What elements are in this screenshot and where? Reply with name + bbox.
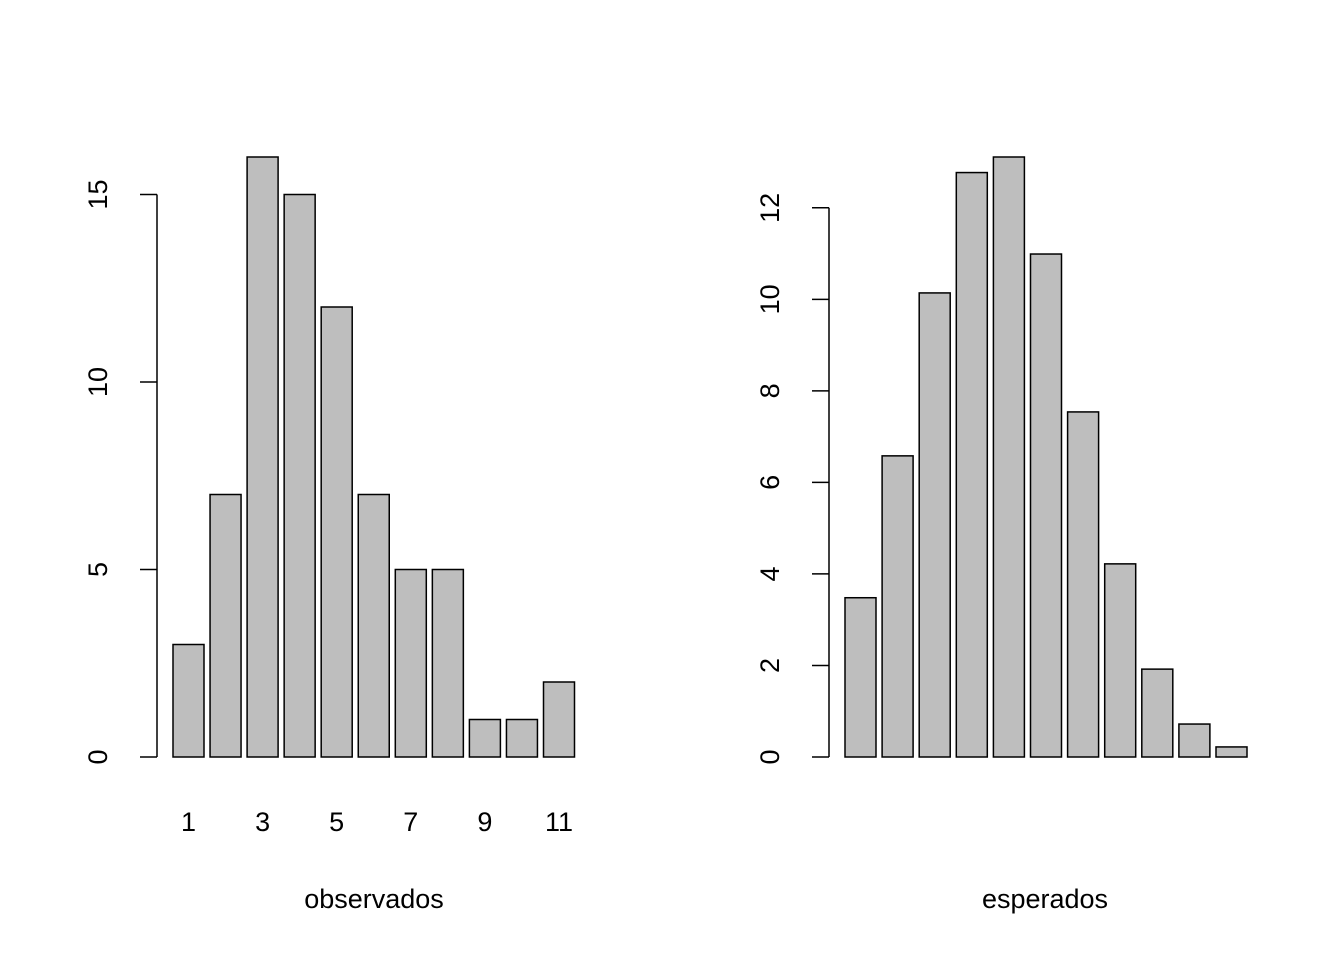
x-tick-label: 1	[181, 807, 196, 837]
x-tick-label: 9	[477, 807, 492, 837]
bar	[320, 306, 353, 758]
y-tick-label: 8	[755, 383, 785, 398]
y-tick-label: 10	[83, 367, 113, 397]
bar	[1141, 668, 1174, 758]
bar	[1066, 411, 1100, 758]
y-tick-label: 2	[755, 658, 785, 673]
y-tick-label: 15	[83, 179, 113, 209]
bar	[246, 156, 279, 758]
x-tick-label: 3	[255, 807, 270, 837]
bar	[209, 493, 242, 758]
bar	[992, 156, 1026, 758]
bar	[1029, 253, 1063, 758]
x-tick-label: 7	[403, 807, 418, 837]
bar	[468, 718, 502, 758]
y-tick-label: 5	[83, 562, 113, 577]
x-tick-label: 11	[545, 807, 573, 837]
bar	[1178, 723, 1211, 758]
bar	[918, 292, 951, 758]
bar	[431, 568, 465, 758]
x-tick-label: 5	[329, 807, 344, 837]
bar	[1103, 563, 1137, 758]
bar	[542, 681, 576, 758]
bar	[505, 718, 539, 758]
y-tick-label: 6	[755, 475, 785, 490]
y-tick-label: 4	[755, 566, 785, 581]
bar	[394, 568, 428, 758]
bar	[357, 493, 390, 758]
y-tick-label: 12	[755, 193, 785, 223]
bar	[881, 455, 914, 758]
y-tick-label: 10	[755, 284, 785, 314]
bar	[955, 171, 989, 758]
bar	[1215, 746, 1248, 758]
bar	[844, 596, 877, 758]
x-axis-label: observados	[304, 884, 444, 914]
y-tick-label: 0	[83, 749, 113, 764]
x-axis-label: esperados	[982, 884, 1108, 914]
bar	[172, 643, 205, 758]
bar	[283, 193, 316, 758]
y-tick-label: 0	[755, 749, 785, 764]
